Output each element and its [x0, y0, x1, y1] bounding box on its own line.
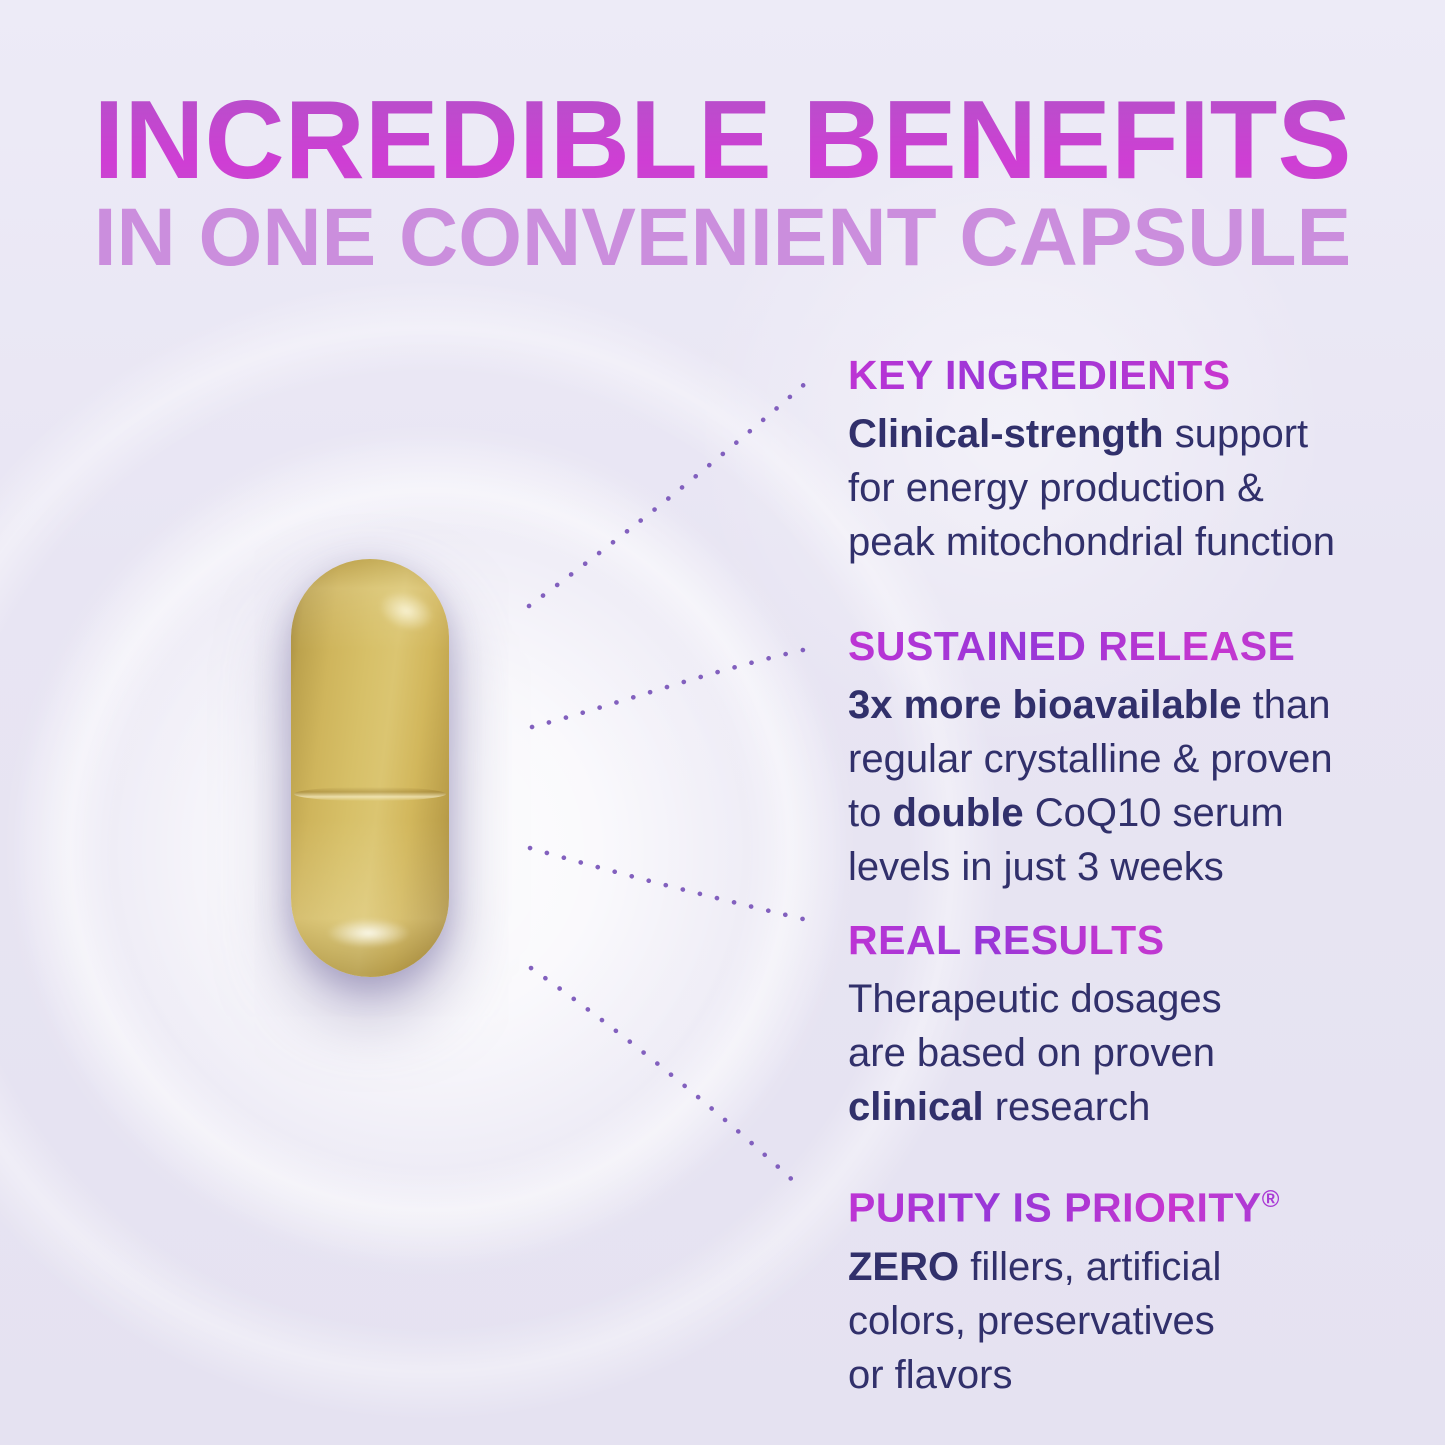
- text-segment: research: [983, 1085, 1151, 1129]
- callout-real-results: REAL RESULTS Therapeutic dosages are base…: [848, 916, 1222, 1134]
- text-segment: than: [1241, 683, 1331, 727]
- body-line: to double CoQ10 serum: [848, 786, 1333, 840]
- text-segment: 3x more bioavailable: [848, 683, 1242, 727]
- body-line: regular crystalline & proven: [848, 732, 1333, 786]
- callout-sustained-release: SUSTAINED RELEASE 3x more bioavailable t…: [848, 622, 1333, 894]
- callout-heading-text: SUSTAINED RELEASE: [848, 623, 1296, 669]
- callout-heading-text: PURITY IS PRIORITY: [848, 1184, 1262, 1231]
- text-segment: double: [892, 791, 1024, 835]
- registered-trademark-symbol: ®: [1261, 1186, 1280, 1213]
- page-subtitle: IN ONE CONVENIENT CAPSULE: [93, 192, 1352, 283]
- text-segment: regular crystalline & proven: [848, 737, 1333, 781]
- callout-body: 3x more bioavailable than regular crystal…: [848, 678, 1333, 894]
- callout-heading-text: KEY INGREDIENTS: [848, 352, 1231, 398]
- callout-heading: REAL RESULTS: [848, 916, 1222, 964]
- text-segment: support: [1163, 412, 1309, 456]
- text-segment: are based on proven: [848, 1031, 1215, 1075]
- callout-purity: PURITY IS PRIORITY® ZERO fillers, artifi…: [848, 1176, 1279, 1402]
- callout-heading-text: REAL RESULTS: [848, 917, 1165, 963]
- leader-line-key-ingredients: [526, 379, 810, 609]
- body-line: colors, preservatives: [848, 1294, 1279, 1348]
- page-title: INCREDIBLE BENEFITS: [0, 84, 1445, 196]
- text-segment: CoQ10 serum: [1023, 791, 1284, 835]
- text-segment: or flavors: [848, 1352, 1013, 1397]
- body-line: levels in just 3 weeks: [848, 840, 1333, 894]
- capsule-reflection: [325, 918, 412, 948]
- callout-body: Clinical-strength support for energy prod…: [848, 407, 1335, 569]
- body-line: clinical research: [848, 1080, 1222, 1134]
- leader-line-real-results: [527, 845, 806, 922]
- text-segment: for energy production &: [848, 466, 1264, 510]
- text-segment: Therapeutic dosages: [848, 977, 1222, 1021]
- body-line: are based on proven: [848, 1026, 1222, 1080]
- callout-body: ZERO fillers, artificial colors, preserva…: [848, 1240, 1279, 1402]
- leader-line-sustained-release: [529, 647, 806, 730]
- leader-line-purity: [528, 965, 804, 1191]
- body-line: or flavors: [848, 1348, 1279, 1402]
- body-line: Clinical-strength support: [848, 407, 1335, 461]
- body-line: Therapeutic dosages: [848, 972, 1222, 1026]
- callout-body: Therapeutic dosages are based on proven cl…: [848, 972, 1222, 1134]
- text-segment: fillers, artificial: [959, 1244, 1222, 1289]
- body-line: peak mitochondrial function: [848, 515, 1335, 569]
- text-segment: colors, preservatives: [848, 1298, 1215, 1343]
- body-line: 3x more bioavailable than: [848, 678, 1333, 732]
- callout-heading: PURITY IS PRIORITY®: [848, 1176, 1279, 1232]
- callout-heading: KEY INGREDIENTS: [848, 351, 1335, 399]
- capsule-seam: [294, 786, 446, 801]
- capsule-image: [291, 559, 449, 977]
- header: INCREDIBLE BENEFITS IN ONE CONVENIENT CA…: [0, 84, 1445, 280]
- body-line: ZERO fillers, artificial: [848, 1240, 1279, 1294]
- text-segment: peak mitochondrial function: [848, 520, 1335, 564]
- text-segment: ZERO: [848, 1244, 960, 1289]
- text-segment: levels in just 3 weeks: [848, 845, 1224, 889]
- text-segment: to: [848, 791, 893, 835]
- text-segment: Clinical-strength: [848, 412, 1164, 456]
- body-line: for energy production &: [848, 461, 1335, 515]
- callout-heading: SUSTAINED RELEASE: [848, 622, 1333, 670]
- callout-key-ingredients: KEY INGREDIENTS Clinical-strength suppor…: [848, 351, 1335, 569]
- text-segment: clinical: [848, 1085, 984, 1129]
